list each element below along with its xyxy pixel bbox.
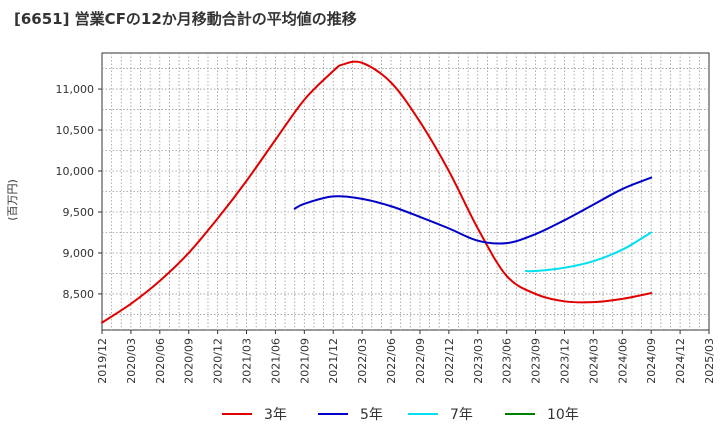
x-tick-label: 2022/03 [356,338,369,384]
series-lines [101,60,653,324]
legend-label-3: 10年 [547,407,579,423]
grid-lines [102,53,709,330]
x-tick-label: 2020/12 [212,338,225,384]
series-line-0 [101,60,653,324]
x-tick-label: 2019/12 [96,338,109,384]
x-tick-label: 2024/12 [674,338,687,384]
x-tick-label: 2020/06 [154,338,167,384]
x-tick-label: 2024/09 [645,338,658,384]
legend-label-2: 7年 [450,407,473,423]
x-tick-label: 2022/06 [385,338,398,384]
y-tick-label: 9,000 [63,247,95,260]
x-tick-label: 2024/03 [587,338,600,384]
legend: 3年 5年 7年 10年 [222,407,579,423]
y-axis-ticks: 8,500 9,000 9,500 10,000 10,500 11,000 [56,83,102,301]
y-axis-label: (百万円) [6,179,19,221]
x-tick-label: 2021/06 [269,338,282,384]
y-tick-label: 11,000 [56,83,95,96]
x-tick-label: 2021/03 [241,338,254,384]
x-tick-label: 2024/06 [616,338,629,384]
x-tick-label: 2022/12 [443,338,456,384]
x-tick-label: 2020/03 [125,338,138,384]
chart-title: [6651] 営業CFの12か月移動合計の平均値の推移 [14,10,357,28]
legend-label-1: 5年 [360,407,383,423]
x-tick-label: 2023/09 [530,338,543,384]
x-tick-label: 2023/06 [501,338,514,384]
y-tick-label: 8,500 [63,288,95,301]
x-tick-label: 2021/09 [298,338,311,384]
x-tick-label: 2025/03 [703,338,716,384]
y-tick-label: 9,500 [63,206,95,219]
x-tick-label: 2022/09 [414,338,427,384]
legend-label-0: 3年 [264,407,287,423]
series-line-2 [524,231,653,273]
y-tick-label: 10,500 [56,124,95,137]
x-axis-ticks: 2019/12 2020/03 2020/06 2020/09 2020/12 2021/… [96,330,716,384]
series-line-1 [293,176,653,245]
y-tick-label: 10,000 [56,165,95,178]
x-tick-label: 2021/12 [327,338,340,384]
x-tick-label: 2023/03 [472,338,485,384]
x-tick-label: 2020/09 [183,338,196,384]
x-tick-label: 2023/12 [558,338,571,384]
